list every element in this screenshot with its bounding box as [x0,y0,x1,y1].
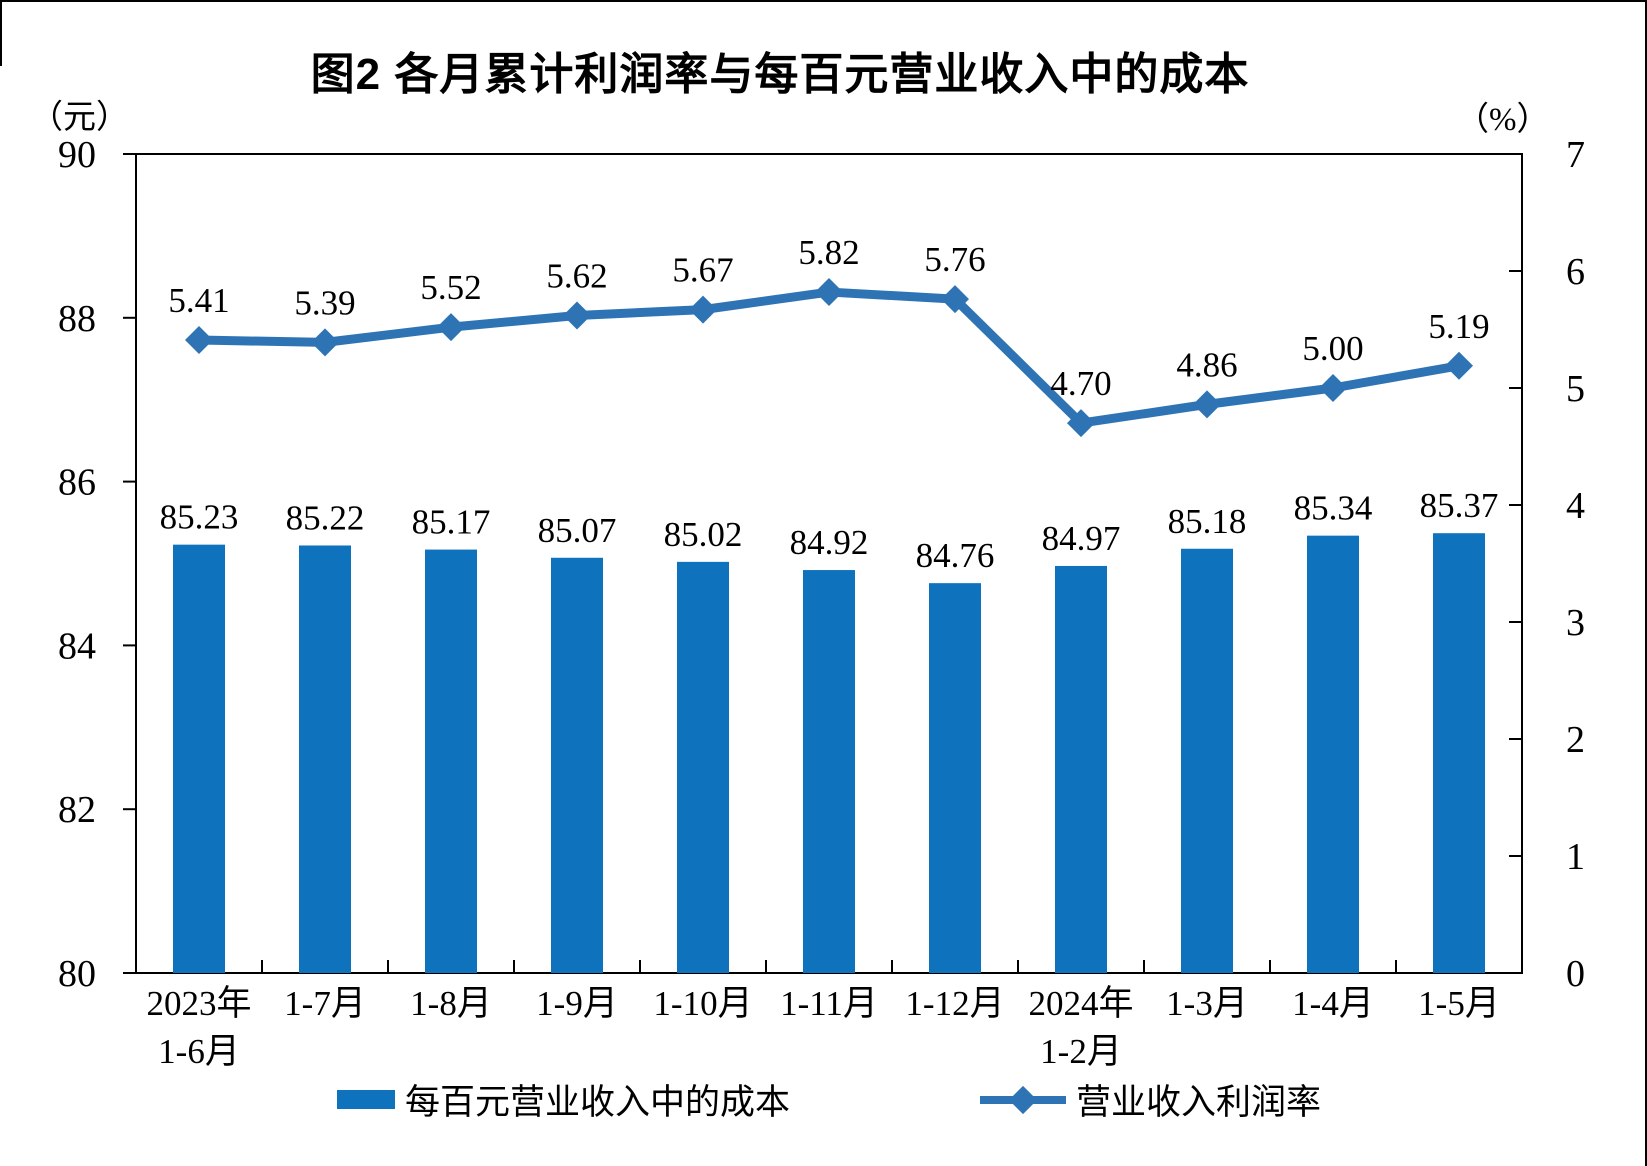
line-value-label: 5.76 [924,240,985,279]
bar [425,549,477,973]
line-value-label: 5.19 [1428,307,1489,346]
line-value-label: 5.39 [294,283,355,322]
line-value-label: 5.82 [798,233,859,272]
left-axis-tick-label: 88 [58,298,96,340]
line-value-label: 5.41 [168,281,229,320]
left-edge-line [0,2,2,66]
left-axis-tick-label: 80 [58,953,96,995]
bar-value-label: 85.23 [160,498,239,537]
legend-diamond-marker-icon [1008,1085,1038,1114]
legend-label-cost: 每百元营业收入中的成本 [404,1083,790,1122]
line-series [194,287,1464,428]
line-marker [689,295,717,324]
bar-value-label: 85.02 [664,515,743,554]
legend-item-profit-rate: 营业收入利润率 [980,1074,1321,1125]
line-value-label: 5.52 [420,268,481,307]
bar-value-label: 85.22 [286,498,365,537]
right-axis-tick-label: 2 [1566,719,1585,761]
line-marker [1319,374,1347,402]
bar-value-label: 85.34 [1294,489,1373,528]
bar [929,583,981,973]
legend-label-profit-rate: 营业收入利润率 [1076,1083,1322,1122]
line-marker [1193,390,1221,419]
x-axis-label: 1-12月 [905,984,1004,1023]
bar [1181,548,1233,973]
right-axis-tick-label: 4 [1566,485,1585,527]
x-axis-label: 1-2月 [1040,1032,1122,1071]
bar-value-label: 84.76 [916,536,995,575]
x-axis-label: 1-6月 [158,1032,240,1071]
bar [1055,565,1107,973]
left-axis-tick-label: 90 [58,134,96,176]
bar-series-swatch-icon [336,1090,395,1109]
bar-value-label: 84.92 [790,523,869,562]
bar [1433,533,1485,973]
bar-value-label: 84.97 [1042,519,1121,558]
line-marker [563,301,591,330]
x-axis-label: 1-4月 [1292,984,1374,1023]
legend-item-cost: 每百元营业收入中的成本 [336,1074,790,1125]
left-axis-tick-label: 84 [58,625,96,667]
bar-value-label: 85.18 [1168,502,1247,541]
left-axis-unit-label: （元） [30,100,129,136]
x-axis-label: 1-11月 [780,984,878,1023]
right-axis-unit-label: （%） [1456,102,1550,138]
line-value-label: 5.67 [672,251,733,290]
right-axis-tick-label: 5 [1566,368,1585,410]
x-axis-label: 1-5月 [1418,984,1500,1023]
bar-value-label: 85.17 [412,503,491,542]
line-marker [311,328,339,357]
bar [173,544,225,973]
line-marker [941,285,969,314]
left-axis-tick-label: 86 [58,462,96,504]
bar-value-label: 85.37 [1420,486,1499,525]
right-axis-tick-label: 7 [1566,134,1585,176]
bar [803,570,855,973]
bar [299,545,351,973]
right-axis-tick-label: 1 [1566,836,1585,878]
line-marker [437,313,465,342]
right-axis-tick-label: 0 [1566,953,1585,995]
line-value-label: 5.00 [1302,329,1363,368]
line-value-label: 5.62 [546,256,607,295]
x-axis-label: 1-8月 [410,984,492,1023]
x-axis-label: 1-3月 [1166,984,1248,1023]
line-marker [815,278,843,307]
left-axis-tick-label: 82 [58,789,96,831]
chart-title: 图2 各月累计利润率与每百元营业收入中的成本 [310,50,1250,99]
line-marker [185,326,213,355]
bar-value-label: 85.07 [538,511,617,550]
line-value-label: 4.86 [1176,345,1237,384]
right-axis-tick-label: 3 [1566,602,1585,644]
x-axis-label: 2023年 [146,984,251,1023]
line-marker [1067,409,1095,438]
bar [1307,535,1359,973]
x-axis-label: 1-7月 [284,984,366,1023]
x-axis-label: 2024年 [1028,984,1133,1023]
chart-legend: 每百元营业收入中的成本 营业收入利润率 [136,1074,1522,1125]
line-series-swatch-icon [980,1085,1066,1114]
right-axis-tick-label: 6 [1566,251,1585,293]
line-marker [1445,351,1473,380]
bar [551,557,603,973]
line-value-label: 4.70 [1050,364,1111,403]
x-axis-label: 1-10月 [653,984,752,1023]
bar [677,561,729,973]
x-axis-label: 1-9月 [536,984,618,1023]
